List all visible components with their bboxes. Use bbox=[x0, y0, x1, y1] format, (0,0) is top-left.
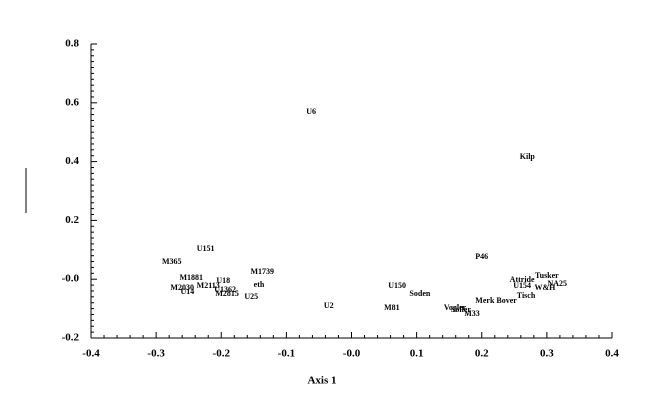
point-label: U1362 bbox=[214, 285, 236, 294]
point-label: M81 bbox=[384, 303, 400, 312]
point-label: M2815 bbox=[215, 289, 239, 298]
x-tick-label: -0.2 bbox=[213, 348, 231, 360]
point-label: Kilp bbox=[520, 152, 536, 161]
point-label: P46 bbox=[475, 252, 488, 261]
x-tick-label: -0.1 bbox=[278, 348, 295, 360]
point-label: U151 bbox=[197, 244, 215, 253]
x-tick-label: 0.1 bbox=[410, 348, 424, 360]
y-tick-label: 0.4 bbox=[65, 155, 79, 167]
y-tick-label: -0.2 bbox=[62, 332, 80, 344]
point-label: U18 bbox=[216, 276, 230, 285]
point-label: M2030 bbox=[170, 283, 194, 292]
point-label: M1881 bbox=[180, 273, 204, 282]
y-tick-label: -0.0 bbox=[62, 273, 80, 285]
point-label: Soden bbox=[409, 289, 430, 298]
y-tick-label: 0.6 bbox=[65, 96, 79, 108]
y-tick-label: 0.2 bbox=[65, 214, 79, 226]
point-label: M1739 bbox=[250, 267, 274, 276]
point-label: Tisch bbox=[517, 291, 536, 300]
point-label: Attride bbox=[510, 275, 535, 284]
point-label: W&H bbox=[534, 283, 556, 292]
point-label: M2113 bbox=[197, 281, 220, 290]
point-label: Tusker bbox=[535, 271, 559, 280]
x-tick-label: -0.0 bbox=[343, 348, 361, 360]
point-label: M365 bbox=[162, 257, 182, 266]
x-tick-label: -0.4 bbox=[82, 348, 100, 360]
x-tick-label: 0.2 bbox=[475, 348, 489, 360]
x-tick-label: 0.3 bbox=[540, 348, 554, 360]
point-label: U2 bbox=[324, 301, 334, 310]
y-tick-label: 0.8 bbox=[65, 38, 79, 50]
point-label: Merk Bover bbox=[475, 296, 517, 305]
point-label: Soller bbox=[451, 305, 471, 314]
point-label: U25 bbox=[244, 292, 258, 301]
point-label: NA25 bbox=[548, 279, 568, 288]
point-label: U14 bbox=[180, 287, 194, 296]
point-label: M33 bbox=[464, 309, 480, 318]
x-tick-label: 0.4 bbox=[605, 348, 619, 360]
point-label: Vogler bbox=[444, 303, 467, 312]
point-label: U154 bbox=[513, 281, 531, 290]
x-axis-label: Axis 1 bbox=[307, 375, 336, 387]
point-label: U150 bbox=[388, 281, 406, 290]
point-label: U6 bbox=[306, 107, 316, 116]
x-tick-label: -0.3 bbox=[147, 348, 165, 360]
point-label: eth bbox=[254, 280, 265, 289]
